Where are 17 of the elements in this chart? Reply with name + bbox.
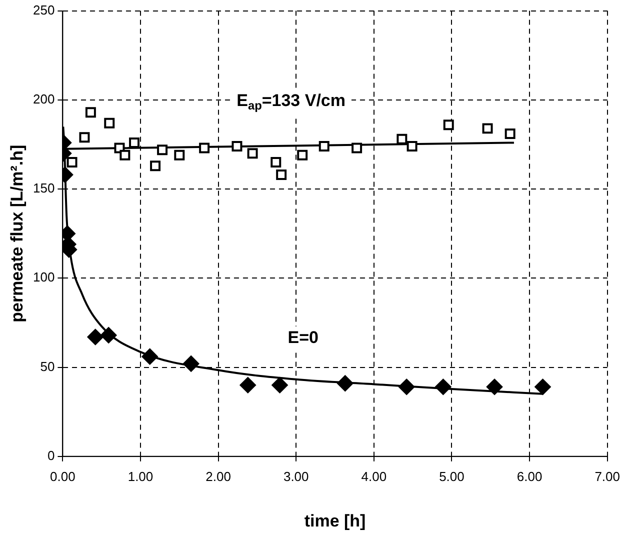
x-tick-label: 3.00 [283, 468, 309, 484]
x-tick-label: 2.00 [206, 468, 231, 484]
series-label: E=0 [288, 328, 318, 348]
x-tick-label: 0.00 [50, 468, 76, 484]
x-tick-label: 4.00 [361, 468, 387, 484]
y-tick-label: 100 [32, 270, 55, 285]
y-tick-label: 0 [47, 448, 55, 463]
y-tick-label: 250 [32, 2, 55, 18]
y-tick-label: 150 [32, 180, 55, 196]
x-axis-title: time [h] [304, 512, 366, 531]
y-tick-label: 200 [32, 92, 55, 106]
y-tick-label: 50 [40, 358, 55, 374]
x-tick-label: 1.00 [128, 468, 154, 484]
x-tick-label: 5.00 [439, 468, 464, 484]
x-tick-label: 7.00 [594, 468, 620, 484]
y-axis-title: permeate flux [L/m².h] [8, 144, 27, 322]
x-tick-label: 6.00 [516, 468, 542, 484]
